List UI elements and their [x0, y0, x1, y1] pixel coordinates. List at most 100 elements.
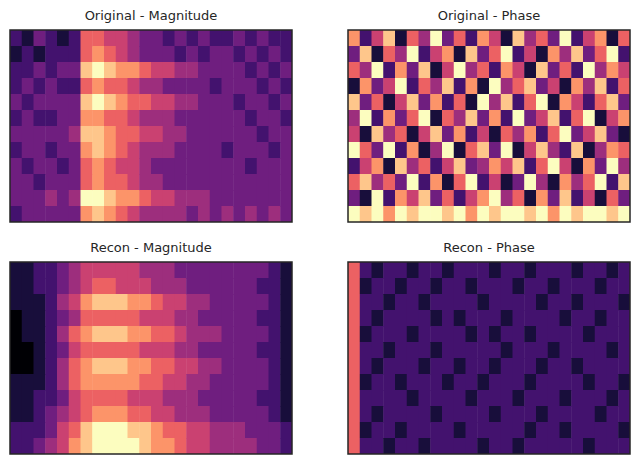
cell	[407, 438, 419, 454]
cell	[186, 174, 198, 191]
cell	[257, 126, 269, 143]
cell	[198, 110, 210, 127]
cell	[116, 190, 128, 207]
cell	[583, 358, 595, 375]
cell	[454, 142, 466, 159]
cell	[10, 438, 22, 454]
cell	[34, 126, 46, 143]
cell	[139, 30, 151, 47]
cell	[22, 390, 34, 407]
cell	[81, 262, 93, 279]
cell	[151, 422, 163, 439]
cell	[489, 438, 501, 454]
cell	[34, 310, 46, 327]
cell	[104, 158, 116, 175]
cell	[257, 190, 269, 207]
cell	[454, 78, 466, 95]
cell	[501, 94, 513, 111]
cell	[501, 62, 513, 79]
cell	[116, 358, 128, 375]
cell	[128, 190, 140, 207]
cell	[360, 326, 372, 343]
cell	[607, 310, 619, 327]
cell	[489, 294, 501, 311]
cell	[104, 390, 116, 407]
cell	[583, 142, 595, 159]
cell	[372, 206, 384, 222]
cell	[595, 46, 607, 63]
cell	[607, 30, 619, 47]
cell	[560, 422, 572, 439]
cell	[348, 110, 360, 127]
cell	[524, 174, 536, 191]
cell	[57, 158, 69, 175]
cell	[45, 46, 57, 63]
cell	[466, 374, 478, 391]
cell	[10, 78, 22, 95]
cell	[210, 438, 222, 454]
cell	[139, 46, 151, 63]
cell	[269, 262, 281, 279]
cell	[34, 262, 46, 279]
cell	[571, 278, 583, 295]
cell	[233, 310, 245, 327]
cell	[10, 46, 22, 63]
cell	[34, 110, 46, 127]
cell	[210, 62, 222, 79]
cell	[383, 190, 395, 207]
cell	[383, 158, 395, 175]
cell	[383, 30, 395, 47]
cell	[34, 62, 46, 79]
cell	[269, 78, 281, 95]
cell	[257, 142, 269, 159]
heatmap-panel: Original - Phase	[348, 8, 631, 223]
cell	[57, 262, 69, 279]
cell	[222, 110, 234, 127]
cell	[571, 406, 583, 423]
cell	[45, 62, 57, 79]
cell	[419, 294, 431, 311]
cell	[10, 174, 22, 191]
cell	[583, 326, 595, 343]
cell	[210, 358, 222, 375]
cell	[175, 342, 187, 359]
cell	[348, 342, 360, 359]
cell	[383, 406, 395, 423]
cell	[395, 158, 407, 175]
cell	[466, 110, 478, 127]
cell	[175, 158, 187, 175]
cell	[69, 94, 81, 111]
cell	[548, 94, 560, 111]
cell	[233, 294, 245, 311]
cell	[524, 142, 536, 159]
cell	[560, 78, 572, 95]
cell	[536, 294, 548, 311]
cell	[69, 310, 81, 327]
cell	[69, 190, 81, 207]
cell	[419, 30, 431, 47]
cell	[10, 30, 22, 47]
cell	[45, 294, 57, 311]
cell	[10, 94, 22, 111]
cell	[571, 142, 583, 159]
cell	[210, 126, 222, 143]
cell	[383, 278, 395, 295]
cell	[548, 294, 560, 311]
cell	[595, 78, 607, 95]
cell	[607, 326, 619, 343]
cell	[383, 94, 395, 111]
cell	[245, 174, 257, 191]
cell	[163, 46, 175, 63]
cell	[175, 294, 187, 311]
cell	[571, 206, 583, 222]
cell	[81, 310, 93, 327]
cell	[548, 190, 560, 207]
cell	[607, 94, 619, 111]
cell	[571, 174, 583, 191]
cell	[360, 174, 372, 191]
cell	[477, 422, 489, 439]
cell	[198, 142, 210, 159]
cell	[407, 190, 419, 207]
cell	[607, 174, 619, 191]
cell	[536, 358, 548, 375]
